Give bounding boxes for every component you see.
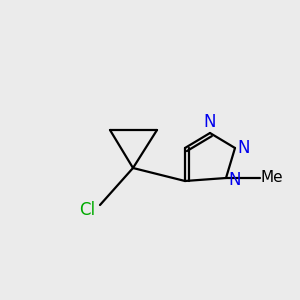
- Text: N: N: [204, 113, 216, 131]
- Text: N: N: [237, 139, 250, 157]
- Text: N: N: [228, 171, 241, 189]
- Text: Cl: Cl: [79, 201, 95, 219]
- Text: Me: Me: [261, 170, 284, 185]
